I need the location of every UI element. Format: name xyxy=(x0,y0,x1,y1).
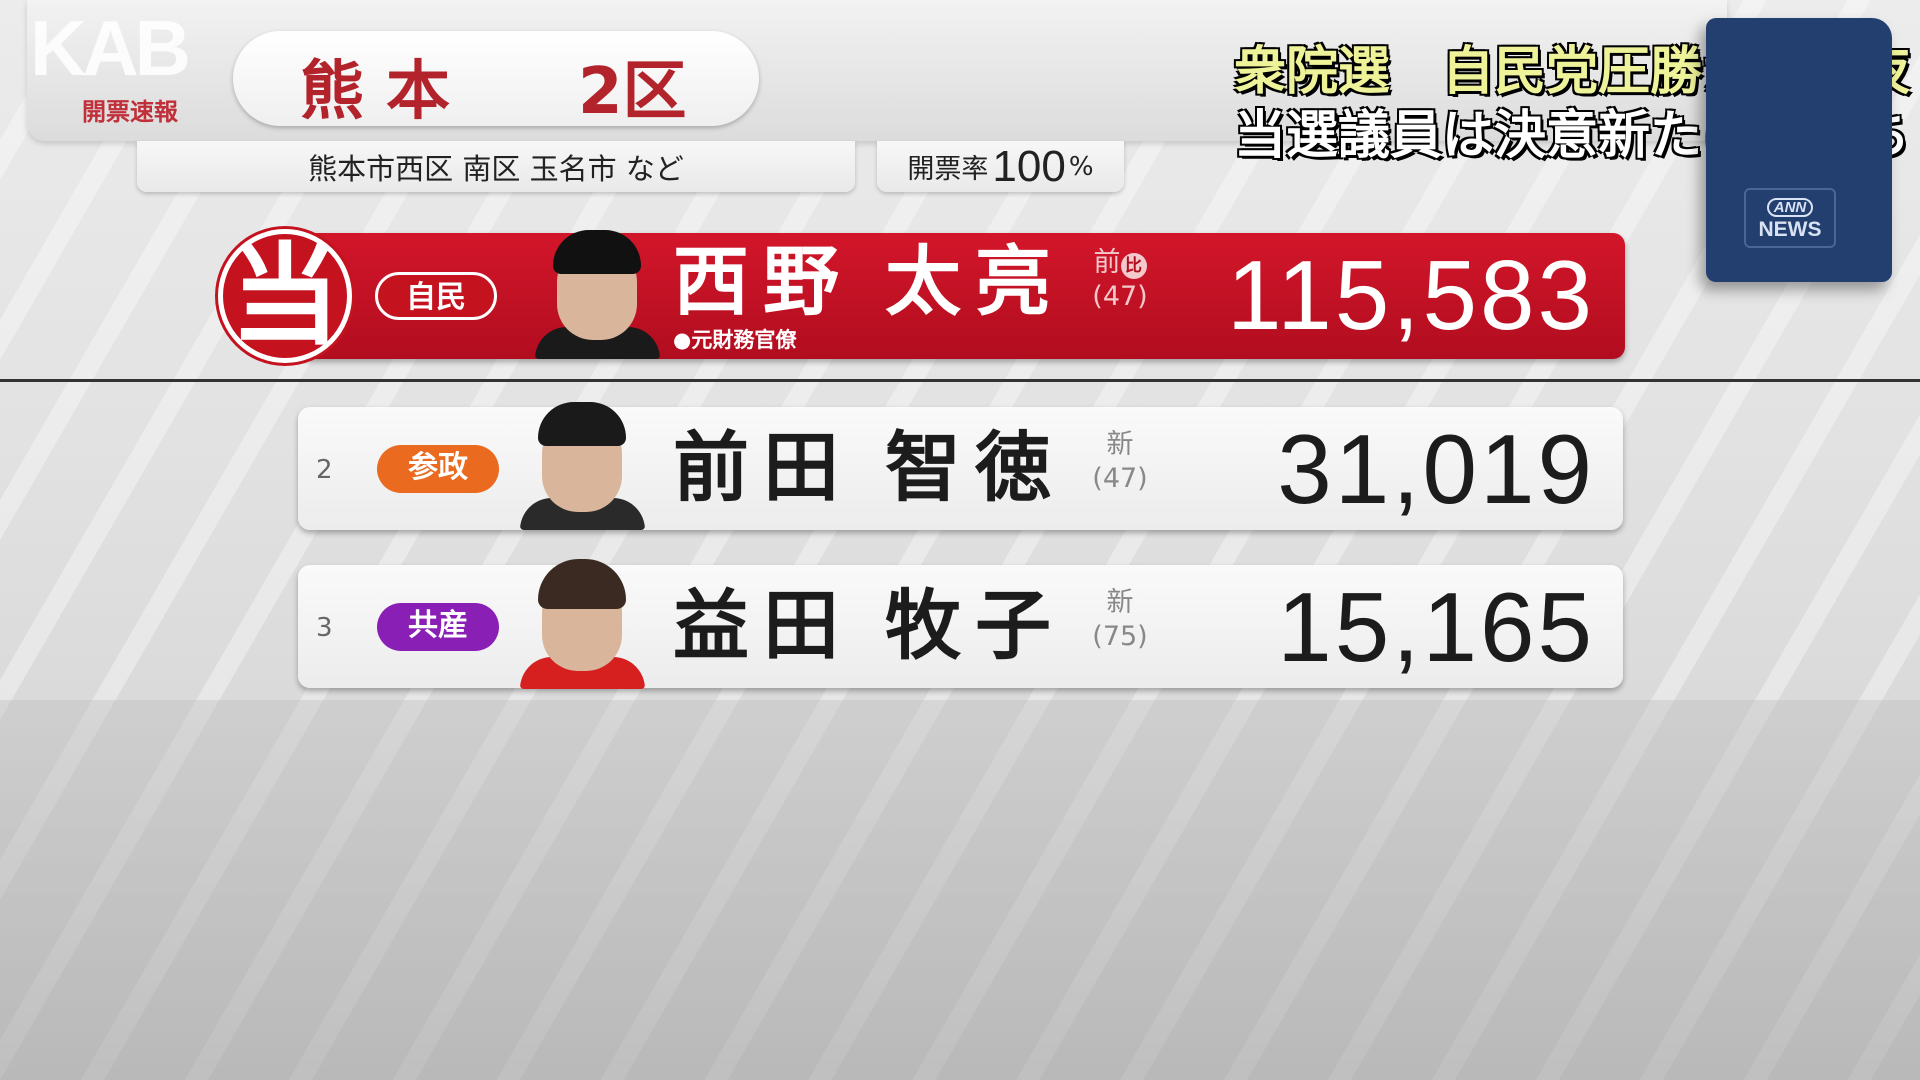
candidate-name: 前田 智徳 xyxy=(673,423,1065,512)
ann-logo-bottom: NEWS xyxy=(1758,218,1822,241)
candidate-meta: 新 (47) xyxy=(1092,429,1148,494)
elected-mark: 当 xyxy=(218,229,352,363)
candidate-name: 益田 牧子 xyxy=(673,581,1065,670)
pr-mark: 比 xyxy=(1120,253,1147,279)
party-badge: 参政 xyxy=(377,445,499,493)
candidate-photo xyxy=(520,553,645,689)
rate-label: 開票率 xyxy=(907,154,989,185)
candidate-meta: 前比 (47) xyxy=(1092,247,1148,312)
candidate-photo xyxy=(520,394,645,530)
candidate-row xyxy=(298,565,1623,688)
candidate-note: ●元財務官僚 xyxy=(673,328,797,352)
candidate-name: 西野 太亮 xyxy=(673,237,1065,326)
candidate-row xyxy=(298,407,1623,530)
ann-logo-top: ANN xyxy=(1766,198,1814,217)
vote-count: 31,019 xyxy=(1277,414,1595,524)
candidate-row-winner xyxy=(300,233,1625,359)
district-pill xyxy=(233,31,759,126)
candidate-rank: 3 xyxy=(316,613,333,643)
divider-line xyxy=(0,379,1920,382)
rate-value: 100 xyxy=(992,141,1066,191)
rate-unit: % xyxy=(1068,151,1094,182)
ann-news-panel: ANN NEWS xyxy=(1706,18,1892,282)
area-list: 熊本市西区 南区 玉名市 など xyxy=(137,141,855,192)
count-rate: 開票率 100% xyxy=(877,141,1124,192)
party-badge: 自民 xyxy=(375,272,497,320)
flash-label: 開票速報 xyxy=(82,98,178,126)
candidate-rank: 2 xyxy=(316,455,333,485)
candidate-photo xyxy=(535,220,660,359)
candidate-meta: 新 (75) xyxy=(1092,587,1148,652)
kab-watermark: KAB xyxy=(30,4,191,92)
party-badge: 共産 xyxy=(377,603,499,651)
background-building xyxy=(0,700,1920,1080)
vote-count: 15,165 xyxy=(1277,572,1595,682)
ann-news-logo: ANN NEWS xyxy=(1744,188,1836,248)
district-number: 2区 xyxy=(578,55,687,129)
prefecture-name: 熊本 xyxy=(300,55,472,129)
vote-count: 115,583 xyxy=(1227,240,1595,350)
